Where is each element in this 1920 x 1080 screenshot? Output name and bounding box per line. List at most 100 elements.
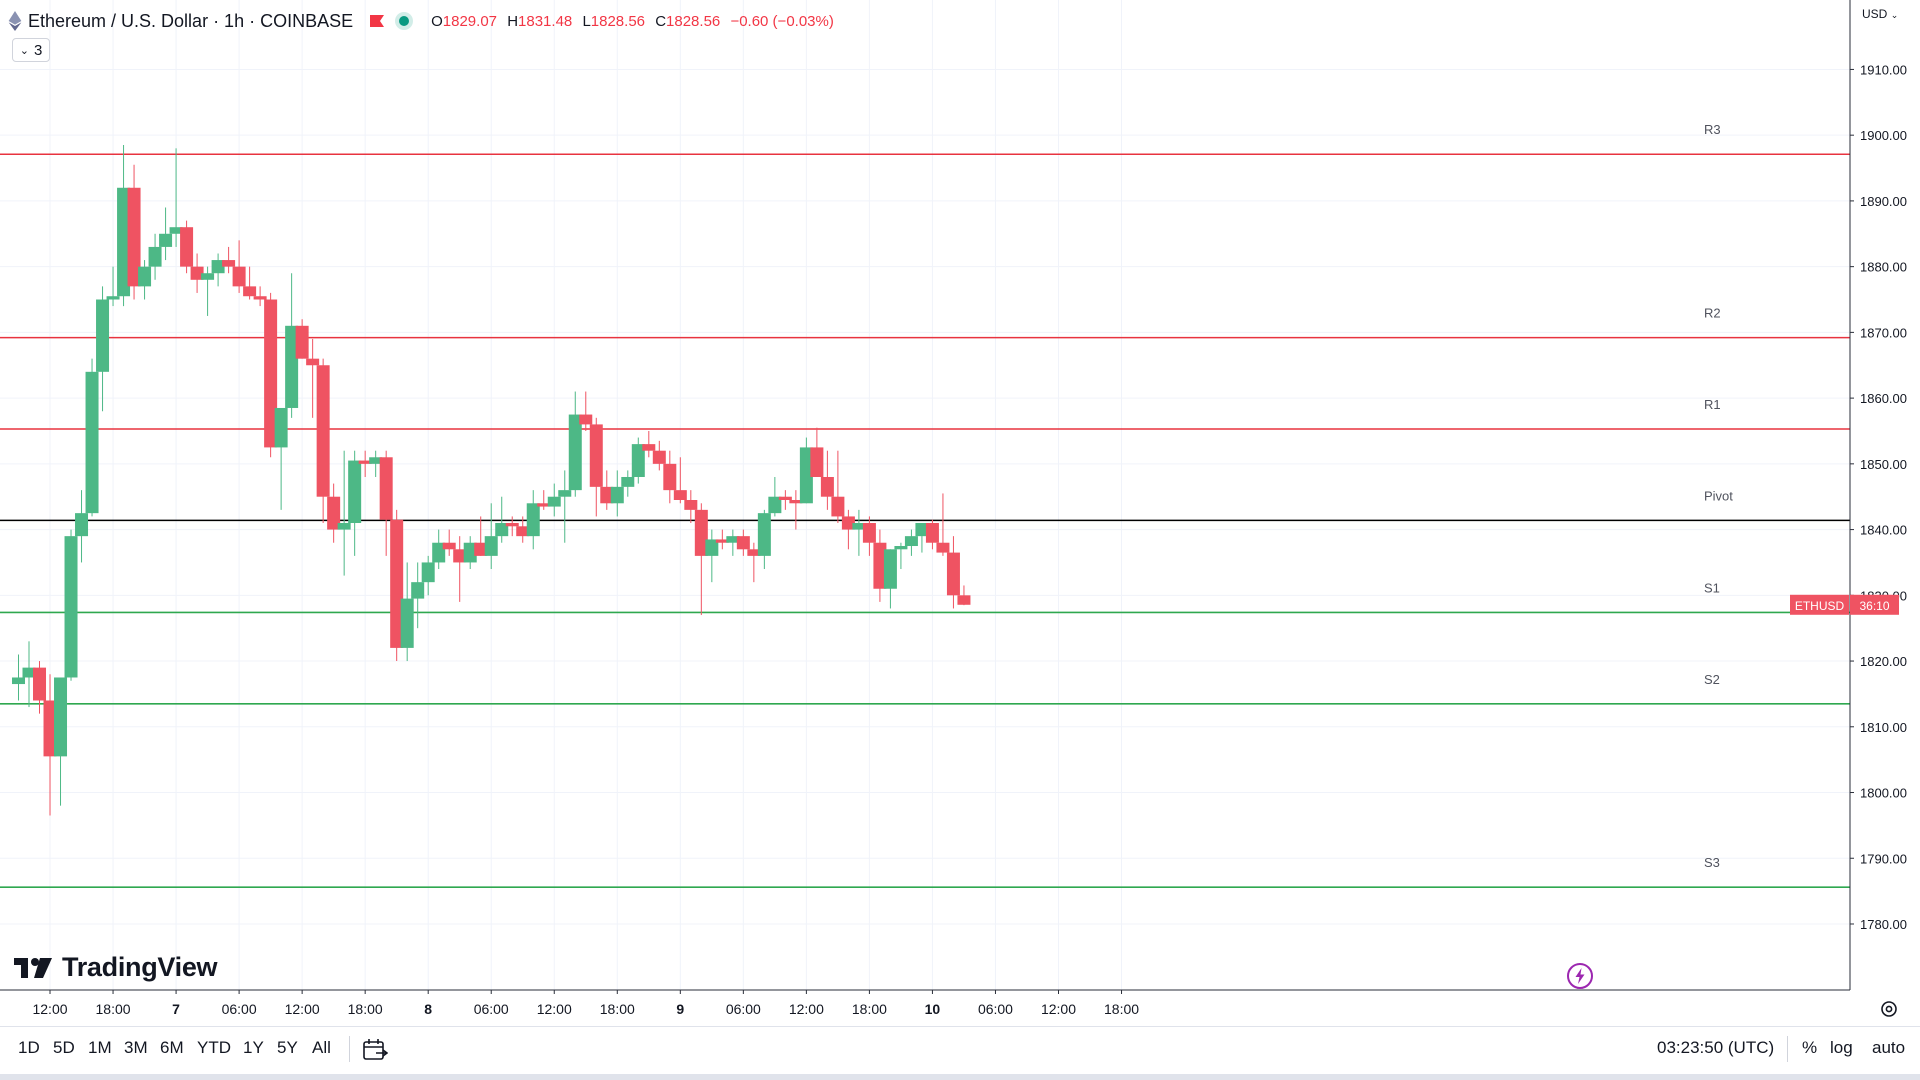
price-tick-label: 1880.00 [1860,260,1907,275]
candle-body [316,365,330,497]
price-tick-label: 1840.00 [1860,523,1907,538]
candle-body [589,424,603,487]
toolbar-divider [349,1036,350,1062]
candle-body [138,266,152,287]
price-tick-label: 1890.00 [1860,194,1907,209]
candle-body [831,496,845,517]
market-open-icon [399,16,410,26]
candle-body [841,516,855,530]
candle-body [379,457,393,520]
candle-body [243,286,257,297]
candle-body [159,233,173,247]
candle-body [337,523,351,530]
candle-body [12,677,25,685]
ethereum-icon [8,11,22,31]
period-all-button[interactable]: All [312,1038,331,1057]
candle-body [673,490,687,500]
tradingview-logo[interactable]: TradingView [14,952,218,983]
candle-body [915,523,929,537]
price-tick-label: 1900.00 [1860,128,1907,143]
level-label-s2: S2 [1704,672,1720,687]
time-tick-label: 12:00 [285,1001,320,1017]
candle-body [421,562,435,583]
time-axis[interactable]: 12:00 18:00 7 06:00 12:00 18:00 8 06:00 12:00 18:… [0,989,1850,1017]
candle-body [463,542,477,563]
candle-body [579,414,593,425]
candle-body [327,496,341,530]
auto-scale-toggle[interactable]: auto [1872,1038,1906,1057]
period-5d-button[interactable]: 5D [53,1038,75,1057]
candle-body [22,667,36,678]
time-tick-label: 12:00 [789,1001,824,1017]
candle-body [148,246,162,267]
period-6m-button[interactable]: 6M [160,1038,184,1057]
candle-body [274,407,288,448]
time-tick-label: 9 [676,1001,684,1017]
pivot-levels: R3 R2 R1 Pivot S1 S2 S3 [0,122,1850,888]
period-1y-button[interactable]: 1Y [243,1038,264,1057]
candle-body [33,667,47,701]
level-label-r3: R3 [1704,122,1721,137]
candle-body [852,523,866,530]
candle-body [264,299,278,448]
period-3m-button[interactable]: 3M [124,1038,148,1057]
candle-body [652,450,666,464]
candle-body [285,325,299,408]
time-tick-label: 12:00 [537,1001,572,1017]
period-1m-button[interactable]: 1M [88,1038,112,1057]
candle-body [684,500,698,510]
tradingview-logo-text: TradingView [62,952,218,982]
period-5y-button[interactable]: 5Y [277,1038,298,1057]
candle-body [495,523,509,537]
candle-body [873,542,887,589]
candle-body [400,598,414,648]
current-price-tag[interactable]: ETHUSD 36:10 [1790,594,1899,615]
symbol-title[interactable]: Ethereum / U.S. Dollar · 1h · COINBASE [28,10,354,31]
candle-body [705,539,719,556]
level-label-r2: R2 [1704,306,1721,321]
price-tick-label: 1790.00 [1860,851,1907,866]
candle-body [117,187,131,297]
candle-body [747,549,761,556]
utc-clock[interactable]: 03:23:50 (UTC) [1657,1038,1775,1057]
level-label-s1: S1 [1704,580,1720,595]
flag-icon[interactable] [369,14,385,28]
candle-body [526,503,540,537]
symbol-legend[interactable]: Ethereum / U.S. Dollar · 1h · COINBASE O… [8,6,840,36]
countdown-label: 36:10 [1859,599,1889,613]
candle-body [936,542,950,553]
candle-body [369,457,383,464]
time-tick-label: 18:00 [600,1001,635,1017]
candle-body [862,523,876,543]
countdown-tag [1850,594,1899,615]
time-tick-label: 12:00 [1041,1001,1076,1017]
candle-body [295,325,309,359]
log-scale-toggle[interactable]: log [1830,1038,1853,1057]
price-change: −0.60 (−0.03%) [730,12,834,30]
candle-body [925,523,939,543]
candle-body [474,542,488,556]
currency-selector[interactable]: USD ⌄ [1862,7,1899,21]
candle-body [642,444,656,451]
level-label-pivot: Pivot [1704,488,1733,503]
price-tick-label: 1910.00 [1860,62,1907,77]
candle-body [726,536,740,543]
period-1d-button[interactable]: 1D [18,1038,40,1057]
candle-body [432,542,446,563]
candle-body [768,496,782,514]
time-tick-label: 06:00 [726,1001,761,1017]
bottom-strip [0,1074,1920,1080]
indicators-toggle-button[interactable]: ⌄ 3 [12,38,50,62]
time-tick-label: 18:00 [348,1001,383,1017]
percent-scale-toggle[interactable]: % [1802,1038,1818,1057]
ohlc-values: O1829.07 H1831.48 L1828.56 C1828.56 −0.6… [431,12,834,30]
candle-body [96,299,110,372]
gear-icon[interactable] [1878,998,1900,1020]
price-axis[interactable]: 1910.00 1900.00 1890.00 1880.00 1870.00 1860.… [1790,0,1907,990]
period-ytd-button[interactable]: YTD [197,1038,231,1057]
calendar-range-icon[interactable] [362,1038,388,1062]
candle-body [348,460,362,524]
lightning-icon[interactable] [1566,962,1594,990]
candle-body [820,476,834,497]
